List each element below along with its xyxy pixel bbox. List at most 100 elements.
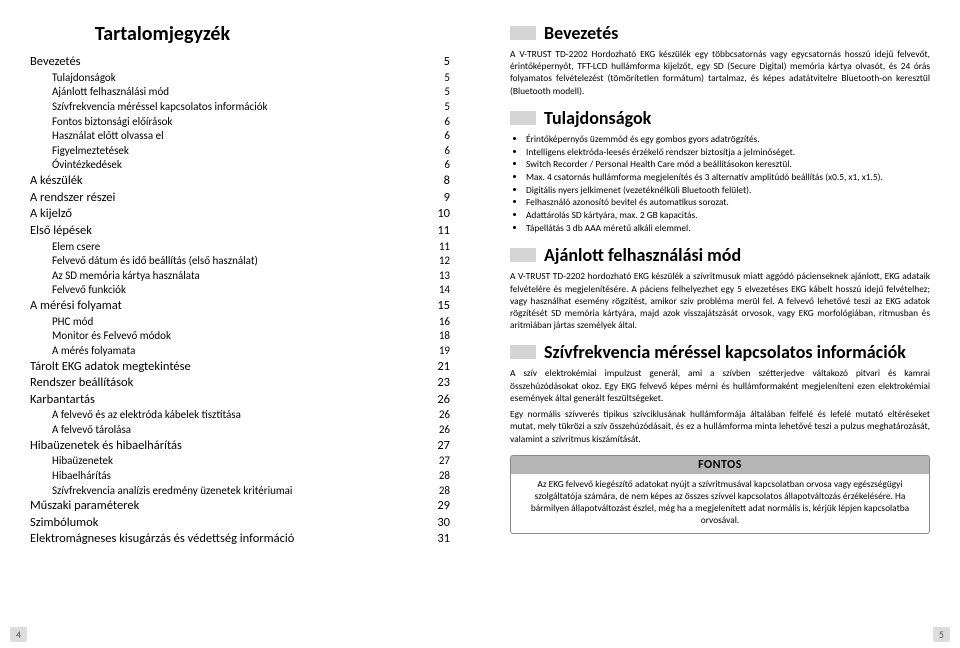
toc-row: A felvevő tárolása26: [30, 423, 450, 438]
toc-label: Elektromágneses kisugárzás és védettség …: [30, 531, 294, 548]
toc-page: 15: [428, 298, 450, 315]
toc-label: Szívfrekvencia méréssel kapcsolatos info…: [52, 100, 268, 115]
toc-label: Bevezetés: [30, 54, 81, 71]
toc-row: Az SD memória kártya használata13: [30, 269, 450, 284]
toc-label: Tulajdonságok: [52, 71, 116, 86]
toc-page: 16: [428, 315, 450, 330]
feature-item: Max. 4 csatornás hullámforma megjeleníté…: [526, 171, 930, 184]
toc-row: A felvevő és az elektróda kábelek tisztí…: [30, 408, 450, 423]
section-title: Tulajdonságok: [544, 107, 651, 129]
toc-label: Felvevő dátum és idő beállítás (első has…: [52, 254, 258, 269]
usage-body: A V-TRUST TD-2202 hordozható EKG készülé…: [510, 270, 930, 331]
hrinfo-p2: Egy normális szívverés tipikus szívciklu…: [510, 408, 930, 445]
section-bar-icon: [510, 111, 536, 125]
toc-label: A kijelző: [30, 206, 72, 223]
section-header-usage: Ajánlott felhasználási mód: [510, 244, 930, 266]
toc-row: Tulajdonságok 5: [30, 71, 450, 86]
toc-row: Hibaelhárítás28: [30, 469, 450, 484]
toc-page: 6: [428, 144, 450, 159]
toc-row: Fontos biztonsági előírások 6: [30, 115, 450, 130]
toc-page: 30: [428, 515, 450, 532]
intro-body: A V-TRUST TD-2202 Hordozható EKG készülé…: [510, 48, 930, 97]
toc-row: Szimbólumok 30: [30, 515, 450, 532]
toc-row: Műszaki paraméterek 29: [30, 498, 450, 515]
toc-page: 6: [428, 158, 450, 173]
toc-row: PHC mód 16: [30, 315, 450, 330]
toc-page: 29: [428, 498, 450, 515]
toc-label: Hibaüzenetek: [52, 454, 113, 469]
toc-page: 19: [428, 344, 450, 359]
toc-row: A rendszer részei9: [30, 190, 450, 207]
toc-page: 27: [428, 438, 450, 455]
right-page: Bevezetés A V-TRUST TD-2202 Hordozható E…: [480, 0, 960, 648]
toc-page: 21: [428, 359, 450, 376]
feature-item: Switch Recorder / Personal Health Care m…: [526, 158, 930, 171]
toc-row: A készülék8: [30, 173, 450, 190]
toc-row: Hibaüzenetek és hibaelhárítás27: [30, 438, 450, 455]
important-box: FONTOS Az EKG felvevő kiegészítő adatoka…: [510, 455, 930, 534]
toc-label: Szimbólumok: [30, 515, 98, 532]
toc-page: 14: [428, 283, 450, 298]
section-bar-icon: [510, 26, 536, 40]
toc-label: Első lépések: [30, 223, 92, 240]
toc-page: 9: [428, 190, 450, 207]
toc-row: Óvintézkedések6: [30, 158, 450, 173]
toc-label: PHC mód: [52, 315, 93, 330]
important-box-header: FONTOS: [511, 456, 929, 474]
feature-item: Intelligens elektróda-leesés érzékelő re…: [526, 146, 930, 159]
toc-label: Karbantartás: [30, 392, 95, 409]
toc-row: Szívfrekvencia analízis eredmény üzenete…: [30, 484, 450, 499]
toc-label: Felvevő funkciók: [52, 283, 126, 298]
toc-page: 12: [428, 254, 450, 269]
hrinfo-p1: A szív elektrokémiai impulzust generál, …: [510, 367, 930, 404]
toc-row: Monitor és Felvevő módok18: [30, 329, 450, 344]
toc-label: A felvevő tárolása: [52, 423, 131, 438]
toc-label: Ajánlott felhasználási mód: [52, 85, 169, 100]
toc-label: A mérés folyamata: [52, 344, 135, 359]
section-title: Szívfrekvencia méréssel kapcsolatos info…: [544, 341, 906, 363]
toc-label: A készülék: [30, 173, 83, 190]
toc-label: Fontos biztonsági előírások: [52, 115, 172, 130]
toc-row: Használat előtt olvassa el6: [30, 129, 450, 144]
toc-row: Ajánlott felhasználási mód 5: [30, 85, 450, 100]
toc-page: 28: [428, 484, 450, 499]
toc-row: Rendszer beállítások23: [30, 375, 450, 392]
toc-row: A mérési folyamat 15: [30, 298, 450, 315]
toc-page: 18: [428, 329, 450, 344]
toc-page: 11: [428, 240, 450, 255]
toc-row: Tárolt EKG adatok megtekintése21: [30, 359, 450, 376]
toc-page: 5: [428, 71, 450, 86]
toc-label: Figyelmeztetések: [52, 144, 129, 159]
feature-item: Digitális nyers jelkimenet (vezetéknélkü…: [526, 184, 930, 197]
toc-row: Karbantartás26: [30, 392, 450, 409]
toc-row: Figyelmeztetések 6: [30, 144, 450, 159]
toc-label: A mérési folyamat: [30, 298, 122, 315]
toc-title: Tartalomjegyzék: [0, 22, 450, 46]
toc-page: 5: [428, 85, 450, 100]
section-bar-icon: [510, 345, 536, 359]
toc-page: 23: [428, 375, 450, 392]
toc-row: Szívfrekvencia méréssel kapcsolatos info…: [30, 100, 450, 115]
left-page: Tartalomjegyzék Bevezetés 5 Tulajdonságok 5…: [0, 0, 480, 648]
toc-row: Elektromágneses kisugárzás és védettség …: [30, 531, 450, 548]
toc-label: Szívfrekvencia analízis eredmény üzenete…: [52, 484, 292, 499]
important-box-content: Az EKG felvevő kiegészítő adatokat nyújt…: [511, 474, 929, 533]
toc-row: Felvevő funkciók 14: [30, 283, 450, 298]
toc-page: 10: [428, 206, 450, 223]
toc-page: 6: [428, 115, 450, 130]
section-title: Ajánlott felhasználási mód: [544, 244, 741, 266]
feature-item: Adattárolás SD kártyára, max. 2 GB kapac…: [526, 209, 930, 222]
features-list: Érintőképernyős üzemmód és egy gombos gy…: [510, 133, 930, 235]
toc-label: Hibaelhárítás: [52, 469, 111, 484]
toc-row: Hibaüzenetek27: [30, 454, 450, 469]
toc-label: Az SD memória kártya használata: [52, 269, 200, 284]
toc-page: 5: [428, 54, 450, 71]
page-number-right: 5: [933, 627, 950, 642]
section-title: Bevezetés: [544, 22, 618, 44]
toc-label: Műszaki paraméterek: [30, 498, 139, 515]
page-number-left: 4: [10, 627, 27, 642]
feature-item: Felhasználó azonosító bevitel és automat…: [526, 196, 930, 209]
table-of-contents: Bevezetés5Tulajdonságok5Ajánlott felhasz…: [30, 54, 450, 548]
toc-page: 6: [428, 129, 450, 144]
toc-row: Elem csere11: [30, 240, 450, 255]
